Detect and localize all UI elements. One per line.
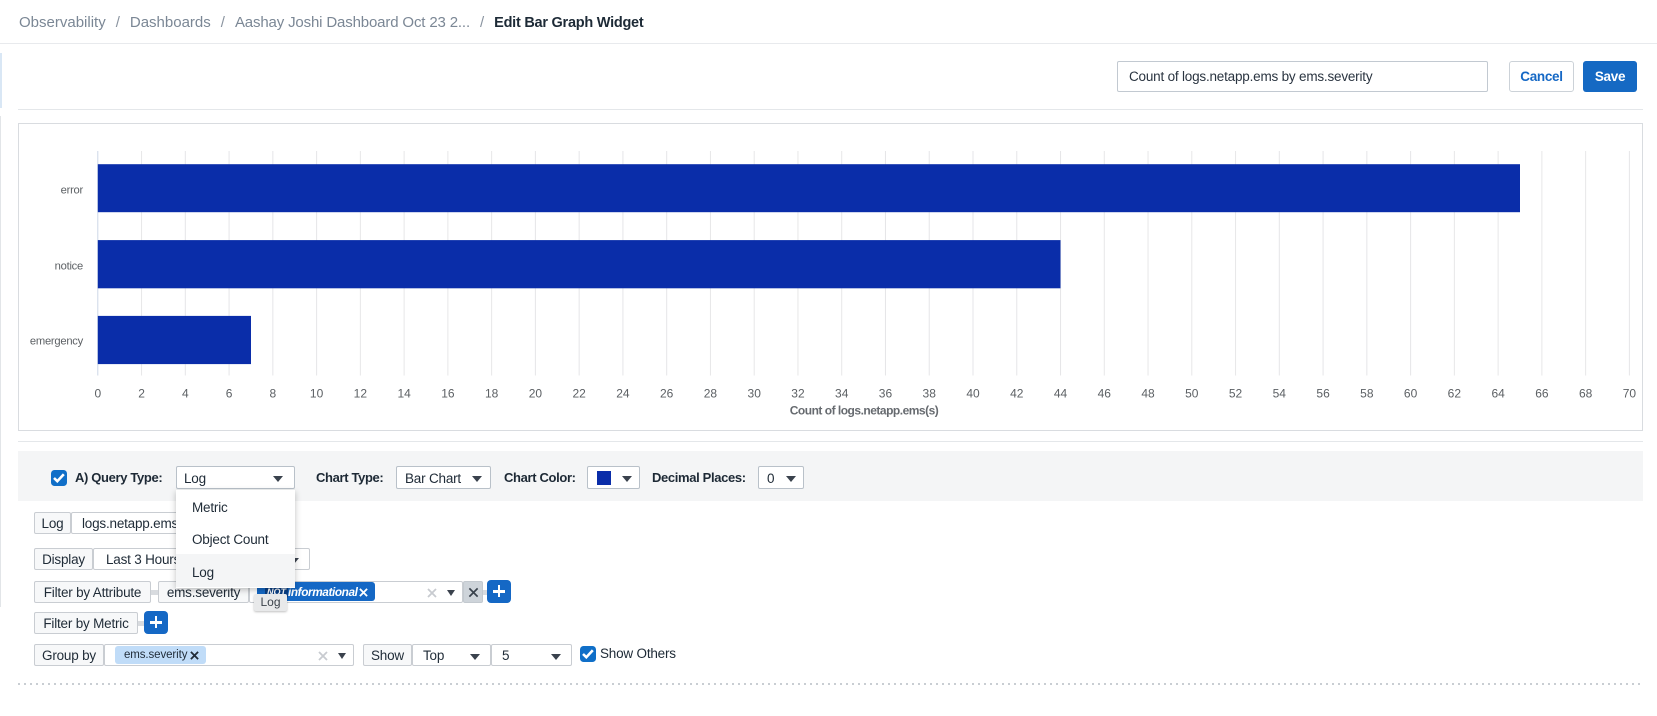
svg-text:64: 64 (1491, 386, 1505, 400)
svg-text:68: 68 (1579, 386, 1593, 400)
svg-text:62: 62 (1448, 386, 1462, 400)
svg-text:notice: notice (55, 261, 83, 273)
svg-text:20: 20 (529, 386, 543, 400)
svg-text:8: 8 (269, 386, 276, 400)
svg-text:44: 44 (1054, 386, 1068, 400)
svg-text:12: 12 (354, 386, 368, 400)
svg-text:56: 56 (1316, 386, 1330, 400)
svg-text:Count of logs.netapp.ems(s): Count of logs.netapp.ems(s) (790, 404, 939, 418)
svg-text:66: 66 (1535, 386, 1549, 400)
svg-text:0: 0 (94, 386, 101, 400)
svg-text:60: 60 (1404, 386, 1418, 400)
svg-text:18: 18 (485, 386, 499, 400)
svg-text:2: 2 (138, 386, 145, 400)
svg-text:28: 28 (704, 386, 718, 400)
svg-text:24: 24 (616, 386, 630, 400)
svg-text:22: 22 (572, 386, 586, 400)
svg-text:40: 40 (966, 386, 980, 400)
svg-text:emergency: emergency (30, 336, 84, 348)
svg-text:52: 52 (1229, 386, 1243, 400)
svg-text:58: 58 (1360, 386, 1374, 400)
svg-text:46: 46 (1098, 386, 1112, 400)
svg-text:4: 4 (182, 386, 189, 400)
svg-text:70: 70 (1623, 386, 1637, 400)
svg-text:error: error (61, 185, 84, 197)
svg-text:42: 42 (1010, 386, 1024, 400)
svg-text:14: 14 (397, 386, 411, 400)
svg-text:36: 36 (879, 386, 893, 400)
svg-text:50: 50 (1185, 386, 1199, 400)
svg-text:16: 16 (441, 386, 455, 400)
svg-text:10: 10 (310, 386, 324, 400)
svg-text:32: 32 (791, 386, 805, 400)
svg-text:30: 30 (748, 386, 762, 400)
svg-text:26: 26 (660, 386, 674, 400)
svg-text:48: 48 (1141, 386, 1155, 400)
svg-text:38: 38 (923, 386, 937, 400)
svg-text:54: 54 (1273, 386, 1287, 400)
svg-text:6: 6 (226, 386, 233, 400)
svg-text:34: 34 (835, 386, 849, 400)
